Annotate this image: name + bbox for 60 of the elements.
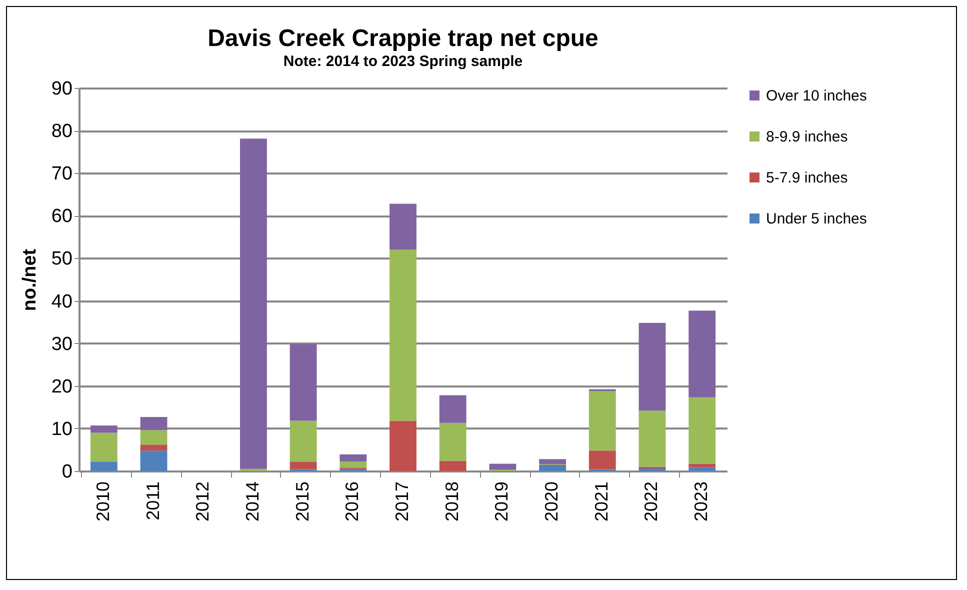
bar	[340, 462, 367, 468]
y-tick-label: 80	[51, 121, 72, 142]
bar	[688, 397, 716, 464]
x-tick-label: 2014	[242, 482, 262, 522]
bar	[688, 310, 716, 398]
bar	[140, 416, 168, 430]
bar	[588, 450, 616, 470]
x-tick-label: 2017	[392, 482, 412, 522]
bar	[90, 462, 118, 471]
legend-label: 8-9.9 inches	[766, 128, 848, 146]
bar	[90, 425, 118, 433]
bar	[588, 390, 616, 451]
y-tick-label: 50	[51, 248, 72, 270]
bar	[340, 454, 367, 462]
x-tick-label: 2019	[492, 482, 512, 522]
bar	[290, 344, 317, 421]
bar	[90, 432, 118, 462]
x-tick-label: 2016	[342, 482, 362, 522]
legend-label: 5-7.9 inches	[766, 170, 848, 186]
bar	[290, 420, 317, 462]
bar	[290, 462, 317, 470]
y-tick-label: 90	[51, 78, 72, 100]
bar	[439, 460, 466, 471]
x-tick-label: 2015	[292, 482, 312, 522]
bar	[240, 138, 267, 469]
y-axis-title: no./net	[19, 248, 40, 312]
x-tick-label: 2018	[442, 482, 462, 522]
y-tick-label: 0	[62, 462, 72, 482]
x-tick-label: 2012	[192, 482, 213, 522]
bar	[539, 465, 566, 471]
bar	[140, 450, 168, 471]
x-tick-label: 2011	[142, 482, 163, 520]
x-tick-label: 2023	[691, 482, 712, 522]
x-tick-label: 2020	[542, 482, 562, 522]
bar	[140, 444, 168, 451]
bar	[390, 204, 416, 250]
bar	[140, 430, 168, 445]
bar	[489, 464, 516, 470]
x-tick-label: 2010	[92, 482, 113, 522]
y-tick-label: 40	[51, 291, 72, 312]
y-tick-label: 10	[51, 418, 72, 440]
bar	[638, 468, 666, 471]
legend-label: Over 10 inches	[766, 88, 867, 104]
bar	[439, 395, 466, 423]
x-tick-label: 2021	[591, 482, 612, 522]
bar	[688, 467, 716, 471]
bar	[390, 420, 416, 471]
y-tick-label: 20	[51, 376, 72, 398]
chart-subtitle: Note: 2014 to 2023 Spring sample	[283, 53, 523, 70]
bar	[439, 422, 466, 461]
bar	[638, 410, 666, 467]
bar	[390, 250, 416, 421]
bar	[638, 322, 666, 411]
y-tick-label: 70	[51, 164, 72, 185]
y-tick-label: 30	[51, 334, 72, 355]
bar	[539, 459, 566, 464]
legend-label: Under 5 inches	[766, 210, 867, 228]
chart-title: Davis Creek Crappie trap net cpue	[208, 25, 598, 52]
x-tick-label: 2022	[641, 482, 662, 522]
y-tick-label: 60	[51, 206, 72, 228]
